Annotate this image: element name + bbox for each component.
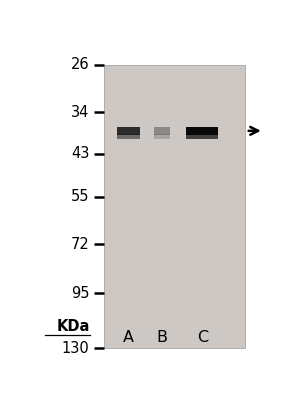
Text: 95: 95 — [71, 286, 90, 300]
Text: KDa: KDa — [56, 320, 90, 334]
Text: 130: 130 — [62, 341, 90, 356]
Text: A: A — [123, 330, 134, 345]
Text: B: B — [157, 330, 168, 345]
Text: 43: 43 — [71, 146, 90, 161]
Bar — [117, 134, 140, 139]
Text: C: C — [197, 330, 208, 345]
Bar — [117, 126, 140, 135]
Text: 72: 72 — [71, 237, 90, 252]
Bar — [186, 134, 219, 139]
Text: 26: 26 — [71, 58, 90, 72]
Bar — [104, 65, 245, 348]
Bar — [154, 126, 170, 135]
Text: 34: 34 — [71, 105, 90, 120]
Text: 55: 55 — [71, 189, 90, 204]
Bar — [186, 126, 219, 135]
Bar — [154, 134, 170, 139]
